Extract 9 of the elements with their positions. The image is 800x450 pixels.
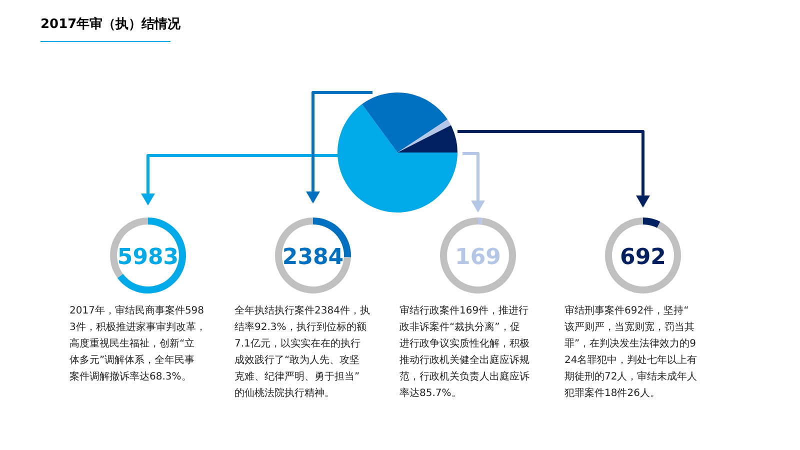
text: 审结刑事案件692件，坚持“该严则严，当宽则宽，罚当其罪”，在判决发生法律效力的924名罪犯中，判处七年以上有期徒刑的72人，审结未成年人犯罪案件18件26人。 — [564, 304, 698, 399]
text: 692 — [620, 245, 666, 270]
text: 2017年，审结民商事案件5983件，积极推进家事审判改革，高度重视民生福祉，创新“立体多元”调解体系，全年民事案件调解撤诉率达68.3%。 — [70, 304, 206, 382]
text: 2384 — [282, 245, 344, 270]
text: 2017年审（执）结情况 — [40, 16, 182, 32]
text: 全年执结执行案件2384件，执结率92.3%，执行到位标的额7.1亿元，以实实在在的执行成效践行了“敢为人先、攻坚克难、纪律严明、勇于担当”的仙桃法院执行精神。 — [234, 304, 370, 399]
text: 5983 — [117, 245, 179, 270]
text: 169 — [455, 245, 501, 270]
text: 审结行政案件169件，推进行政非诉案件“裁执分离”，促进行政争议实质性化解，积极推动行政机关健全出庭应诉规范，行政机关负责人出庭应诉率达85.7%。 — [400, 304, 530, 399]
